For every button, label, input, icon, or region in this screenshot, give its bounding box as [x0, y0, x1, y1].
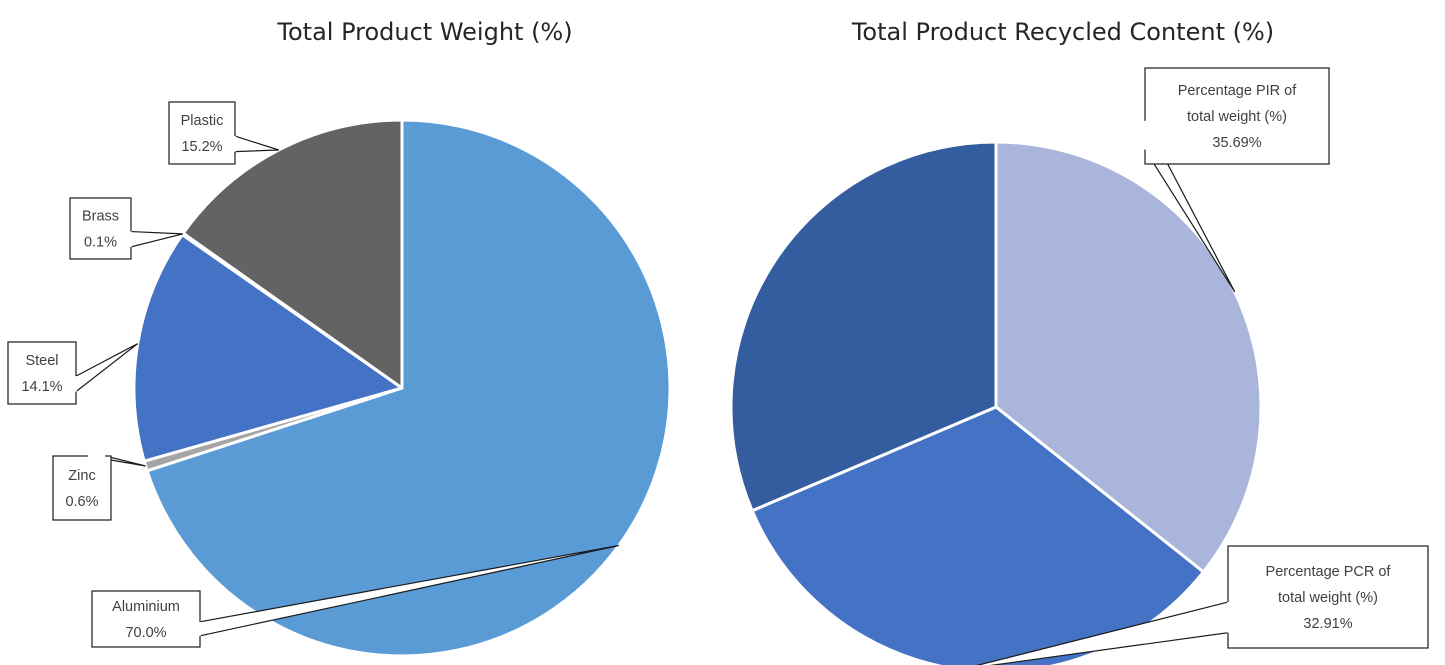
data-label-box	[52, 455, 112, 521]
data-label-aluminium: Aluminium 70.0%	[112, 599, 180, 641]
data-label-plastic: Plastic 15.2%	[181, 113, 224, 155]
data-label-zinc: Zinc 0.6%	[65, 468, 98, 510]
recycled-pie-labels: Percentage PIR of total weight (%) 35.69% P…	[976, 67, 1429, 665]
data-label-brass: Brass 0.1%	[82, 209, 119, 251]
data-label-box	[1144, 67, 1330, 165]
weight-pie-slices	[132, 118, 672, 658]
data-label-percentage-pcr-of-total-weight: Percentage PCR of total weight (%) 32.91%	[1266, 564, 1392, 632]
data-label-box	[1227, 545, 1429, 649]
label-leader	[75, 343, 139, 393]
data-label-box	[168, 101, 236, 165]
recycled-pie-chart: Total Product Recycled Content (%) Perce…	[729, 18, 1429, 665]
data-label-box	[91, 590, 201, 648]
weight-pie-chart: Total Product Weight (%) Aluminium 70.0% Z…	[7, 18, 672, 658]
recycled-pie-slices	[729, 140, 1263, 665]
data-label-percentage-pir-of-total-weight: Percentage PIR of total weight (%) 35.69%	[1178, 83, 1297, 151]
label-leader	[234, 135, 279, 153]
data-label-box	[7, 341, 77, 405]
data-label-steel: Steel 14.1%	[21, 353, 62, 395]
weight-chart-title: Total Product Weight (%)	[276, 18, 572, 46]
data-label-box	[69, 197, 132, 260]
weight-pie-labels: Aluminium 70.0% Zinc 0.6% Steel 14.1% Brass 0.1…	[7, 101, 619, 648]
recycled-chart-title: Total Product Recycled Content (%)	[851, 18, 1274, 46]
pie-slice-unlabeled	[729, 140, 998, 513]
